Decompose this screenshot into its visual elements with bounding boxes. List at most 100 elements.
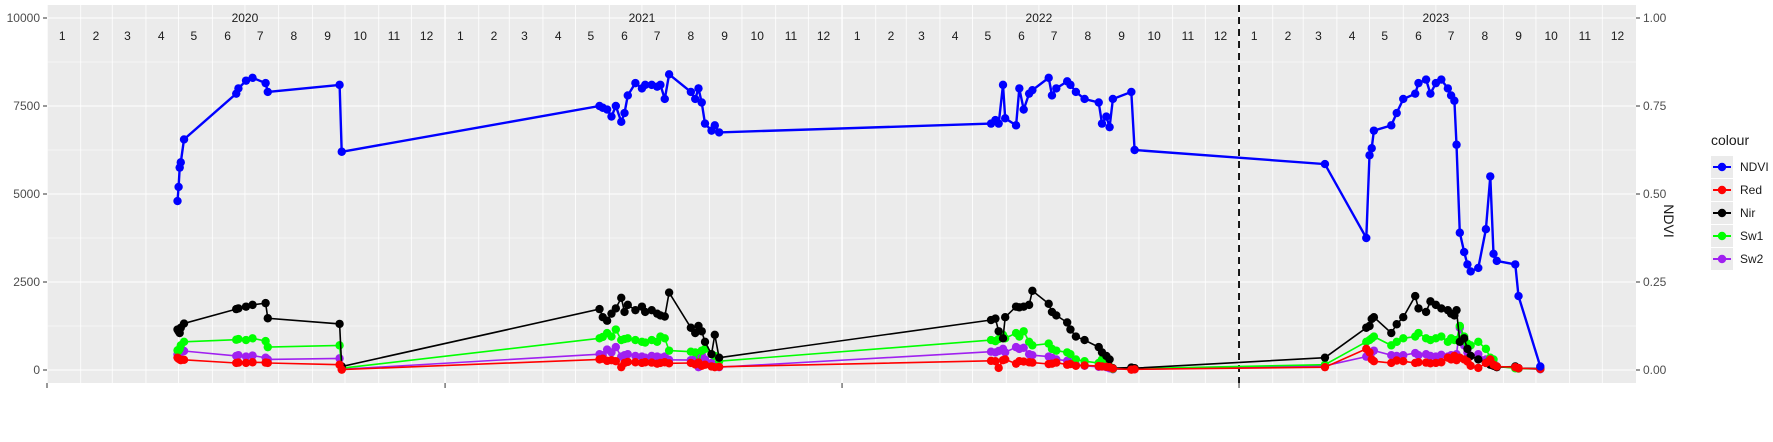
legend-key-point bbox=[1717, 231, 1727, 241]
y-tick-label-left: 10000 bbox=[7, 11, 41, 25]
data-point-nir bbox=[602, 316, 612, 325]
data-point-sw1 bbox=[1474, 337, 1483, 347]
data-point-ndvi bbox=[1511, 260, 1520, 269]
data-point-nir bbox=[1463, 344, 1472, 354]
data-point-nir bbox=[1365, 321, 1374, 331]
data-point-ndvi bbox=[1399, 94, 1408, 104]
year-label: 2020 bbox=[232, 11, 259, 25]
y-tick-label-left: 0 bbox=[33, 363, 40, 377]
data-point-nir bbox=[710, 330, 719, 339]
data-point-nir bbox=[1105, 355, 1114, 364]
y-tick-label-left: 7500 bbox=[13, 99, 40, 113]
data-point-ndvi bbox=[998, 80, 1008, 90]
month-label: 5 bbox=[587, 29, 594, 43]
data-point-ndvi bbox=[1459, 247, 1469, 257]
data-point-red bbox=[1028, 358, 1037, 367]
data-point-red bbox=[640, 358, 650, 367]
data-point-nir bbox=[1000, 313, 1010, 322]
month-label: 2 bbox=[93, 29, 100, 43]
data-point-ndvi bbox=[660, 94, 669, 104]
data-point-sw1 bbox=[640, 338, 650, 347]
month-label: 1 bbox=[1251, 29, 1258, 43]
month-label: 12 bbox=[1611, 29, 1625, 43]
data-point-ndvi bbox=[1463, 260, 1472, 269]
data-point-ndvi bbox=[1443, 84, 1453, 93]
data-point-red bbox=[1130, 365, 1139, 374]
month-label: 4 bbox=[1349, 29, 1356, 43]
data-point-red bbox=[714, 362, 724, 372]
data-point-ndvi bbox=[656, 80, 665, 90]
legend-label-ndvi: NDVI bbox=[1740, 160, 1769, 174]
data-point-ndvi bbox=[1466, 267, 1475, 276]
y-tick-label-left: 5000 bbox=[13, 187, 40, 201]
month-label: 3 bbox=[1315, 29, 1322, 43]
data-point-ndvi bbox=[1367, 144, 1376, 153]
data-point-red bbox=[1399, 357, 1408, 366]
data-point-ndvi bbox=[1130, 145, 1139, 155]
month-label: 4 bbox=[952, 29, 959, 43]
data-point-nir bbox=[691, 328, 700, 338]
data-point-ndvi bbox=[617, 117, 626, 127]
legend-key-point bbox=[1717, 208, 1727, 218]
data-point-ndvi bbox=[611, 101, 621, 111]
data-point-ndvi bbox=[1455, 228, 1465, 237]
month-label: 8 bbox=[1481, 29, 1488, 43]
data-point-ndvi bbox=[1044, 73, 1053, 83]
data-point-ndvi bbox=[176, 158, 185, 167]
data-point-ndvi bbox=[1365, 151, 1374, 160]
month-label: 8 bbox=[688, 29, 695, 43]
legend-label-nir: Nir bbox=[1740, 206, 1755, 220]
data-point-sw1 bbox=[1455, 321, 1465, 331]
data-point-ndvi bbox=[1097, 119, 1107, 128]
month-label: 1 bbox=[457, 29, 464, 43]
data-point-nir bbox=[1411, 291, 1420, 301]
month-label: 6 bbox=[224, 29, 231, 43]
data-point-ndvi bbox=[602, 105, 612, 114]
data-point-ndvi bbox=[1094, 98, 1103, 107]
month-label: 7 bbox=[654, 29, 661, 43]
data-point-ndvi bbox=[179, 135, 189, 144]
data-point-ndvi bbox=[1426, 89, 1435, 98]
axes: 0 2500 5000 7500 10000 0.00 0.25 0.50 0.75 1.00 bbox=[7, 11, 1667, 388]
data-point-nir bbox=[1071, 332, 1081, 341]
data-point-ndvi bbox=[1015, 84, 1024, 93]
data-point-ndvi bbox=[1481, 225, 1491, 234]
data-point-ndvi bbox=[174, 182, 183, 192]
data-point-ndvi bbox=[1437, 75, 1446, 84]
data-point-red bbox=[1000, 355, 1010, 364]
data-point-ndvi bbox=[1489, 249, 1498, 259]
data-point-sw1 bbox=[1028, 341, 1037, 350]
data-point-red bbox=[1320, 362, 1330, 372]
y-tick-label-right: 0.75 bbox=[1643, 99, 1667, 113]
data-point-nir bbox=[1474, 355, 1483, 364]
data-point-ndvi bbox=[1019, 105, 1028, 114]
data-point-ndvi bbox=[686, 87, 696, 97]
data-point-nir bbox=[998, 334, 1008, 343]
month-label: 11 bbox=[388, 29, 401, 43]
data-point-ndvi bbox=[1414, 78, 1423, 88]
month-label: 2 bbox=[888, 29, 895, 43]
data-point-red bbox=[179, 355, 189, 364]
data-point-nir bbox=[697, 327, 706, 336]
data-point-nir bbox=[1066, 325, 1075, 334]
data-point-nir bbox=[1387, 328, 1396, 338]
data-point-sw1 bbox=[623, 334, 632, 343]
data-point-ndvi bbox=[1066, 80, 1075, 90]
month-label: 11 bbox=[785, 29, 798, 43]
month-label: 10 bbox=[1148, 29, 1162, 43]
data-point-sw1 bbox=[248, 334, 257, 343]
data-point-ndvi bbox=[1392, 108, 1401, 118]
data-point-red bbox=[1437, 358, 1446, 367]
data-point-red bbox=[1052, 358, 1061, 367]
data-point-ndvi bbox=[1474, 263, 1483, 273]
year-label: 2022 bbox=[1026, 11, 1053, 25]
data-point-sw1 bbox=[234, 334, 243, 344]
data-point-nir bbox=[335, 319, 344, 329]
data-point-nir bbox=[1452, 305, 1461, 315]
month-label: 9 bbox=[1118, 29, 1125, 43]
year-label: 2021 bbox=[629, 11, 656, 25]
data-point-sw1 bbox=[1052, 346, 1061, 355]
data-point-ndvi bbox=[234, 84, 243, 93]
data-point-sw2 bbox=[1028, 351, 1037, 360]
data-point-sw1 bbox=[241, 335, 251, 345]
